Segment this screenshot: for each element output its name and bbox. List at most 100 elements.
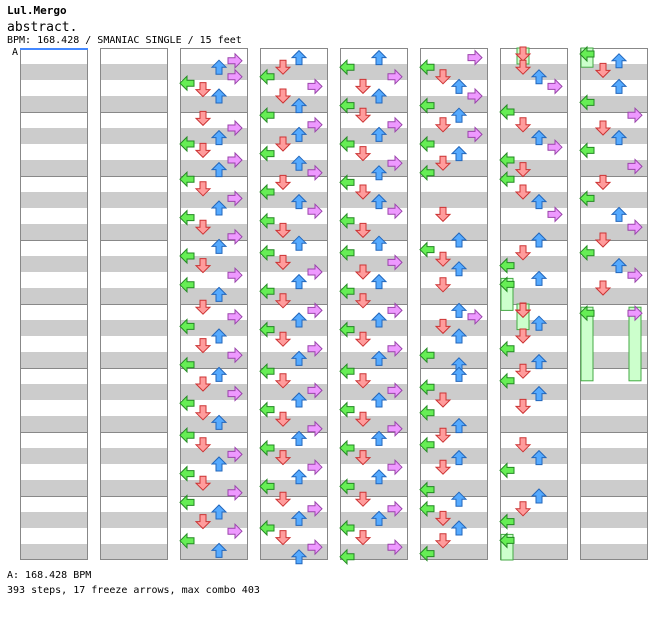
right-step-arrow-icon bbox=[387, 420, 403, 438]
up-step-arrow-icon bbox=[370, 392, 388, 408]
beat-stripe bbox=[180, 320, 248, 336]
right-step-arrow-icon bbox=[307, 382, 323, 399]
up-step-arrow-icon bbox=[210, 456, 228, 472]
beat-stripe bbox=[420, 512, 488, 528]
down-step-arrow-icon bbox=[194, 110, 212, 127]
beat-stripe bbox=[260, 512, 328, 528]
up-step-arrow-icon bbox=[290, 155, 308, 171]
up-step-arrow-icon bbox=[610, 53, 628, 69]
beat-stripe bbox=[580, 192, 648, 208]
left-step-arrow-icon bbox=[179, 318, 195, 335]
down-step-arrow-icon bbox=[434, 155, 452, 171]
column-border bbox=[420, 48, 488, 560]
left-step-arrow-icon bbox=[259, 478, 275, 495]
right-step-arrow-icon bbox=[387, 202, 403, 220]
beat-stripe bbox=[500, 512, 568, 528]
down-step-arrow-icon bbox=[274, 491, 292, 507]
beat-stripe bbox=[260, 480, 328, 496]
right-step-arrow-icon bbox=[307, 202, 323, 220]
down-step-arrow-icon bbox=[354, 78, 372, 95]
left-step-arrow-icon bbox=[419, 481, 435, 498]
left-freeze-head-arrow-icon bbox=[499, 276, 515, 293]
beat-stripe bbox=[100, 384, 168, 400]
beat-stripe bbox=[580, 96, 648, 112]
left-step-arrow-icon bbox=[499, 170, 515, 188]
up-step-arrow-icon bbox=[370, 312, 388, 328]
right-step-arrow-icon bbox=[307, 164, 323, 182]
down-step-arrow-icon bbox=[594, 232, 612, 248]
column-border bbox=[100, 48, 168, 560]
left-step-arrow-icon bbox=[339, 478, 355, 495]
down-step-arrow-icon bbox=[354, 411, 372, 427]
down-step-arrow-icon bbox=[274, 254, 292, 271]
right-step-arrow-icon bbox=[227, 446, 243, 463]
beat-stripe bbox=[420, 192, 488, 208]
beat-stripe bbox=[100, 480, 168, 496]
left-step-arrow-icon bbox=[259, 519, 275, 537]
beat-stripe bbox=[20, 320, 88, 336]
beat-stripe bbox=[100, 320, 168, 336]
right-step-arrow-icon bbox=[307, 538, 323, 556]
beat-stripe bbox=[100, 256, 168, 272]
up-step-arrow-icon bbox=[370, 469, 388, 485]
down-step-arrow-icon bbox=[274, 530, 292, 546]
up-step-arrow-icon bbox=[290, 49, 308, 66]
up-step-arrow-icon bbox=[290, 235, 308, 251]
left-step-arrow-icon bbox=[259, 106, 275, 124]
left-step-arrow-icon bbox=[499, 103, 515, 121]
up-step-arrow-icon bbox=[450, 520, 468, 536]
left-step-arrow-icon bbox=[339, 212, 355, 230]
chart-column bbox=[20, 48, 88, 560]
up-step-arrow-icon bbox=[530, 69, 548, 85]
beat-stripe bbox=[580, 64, 648, 80]
right-step-arrow-icon bbox=[227, 52, 243, 70]
down-step-arrow-icon bbox=[434, 206, 452, 223]
up-step-arrow-icon bbox=[450, 107, 468, 123]
left-step-arrow-icon bbox=[419, 436, 435, 454]
left-step-arrow-icon bbox=[499, 372, 515, 390]
left-step-arrow-icon bbox=[179, 170, 195, 188]
beat-stripe bbox=[20, 352, 88, 368]
up-step-arrow-icon bbox=[370, 273, 388, 290]
left-step-arrow-icon bbox=[339, 321, 355, 338]
beat-stripe bbox=[20, 416, 88, 432]
left-step-arrow-icon bbox=[339, 439, 355, 457]
down-step-arrow-icon bbox=[434, 510, 452, 527]
beat-stripe bbox=[260, 256, 328, 272]
down-step-arrow-icon bbox=[274, 174, 292, 191]
down-step-arrow-icon bbox=[274, 373, 292, 389]
beat-stripe bbox=[580, 416, 648, 432]
down-freeze-head-arrow-icon bbox=[514, 46, 532, 62]
beat-stripe bbox=[20, 384, 88, 400]
beat-stripe bbox=[340, 352, 408, 368]
up-step-arrow-icon bbox=[290, 126, 308, 142]
beat-stripe bbox=[180, 512, 248, 528]
left-step-arrow-icon bbox=[499, 340, 515, 358]
left-step-arrow-icon bbox=[339, 244, 355, 262]
left-step-arrow-icon bbox=[419, 97, 435, 114]
up-step-arrow-icon bbox=[610, 206, 628, 222]
song-title: abstract. bbox=[7, 20, 78, 35]
beat-stripe bbox=[100, 448, 168, 464]
up-step-arrow-icon bbox=[530, 488, 548, 504]
right-step-arrow-icon bbox=[387, 116, 403, 134]
down-step-arrow-icon bbox=[514, 398, 532, 415]
up-step-arrow-icon bbox=[370, 126, 388, 142]
up-step-arrow-icon bbox=[370, 235, 388, 251]
down-step-arrow-icon bbox=[594, 174, 612, 191]
down-step-arrow-icon bbox=[594, 62, 612, 79]
beat-stripe bbox=[260, 320, 328, 336]
left-step-arrow-icon bbox=[259, 321, 275, 338]
down-step-arrow-icon bbox=[434, 117, 452, 133]
beat-stripe bbox=[500, 256, 568, 272]
down-step-arrow-icon bbox=[194, 437, 212, 453]
right-step-arrow-icon bbox=[387, 68, 403, 86]
beat-stripe bbox=[180, 256, 248, 272]
left-step-arrow-icon bbox=[179, 356, 195, 374]
down-step-arrow-icon bbox=[194, 338, 212, 354]
right-step-arrow-icon bbox=[227, 228, 243, 246]
left-step-arrow-icon bbox=[179, 74, 195, 92]
up-step-arrow-icon bbox=[210, 88, 228, 104]
up-step-arrow-icon bbox=[290, 469, 308, 485]
beat-stripe bbox=[340, 320, 408, 336]
